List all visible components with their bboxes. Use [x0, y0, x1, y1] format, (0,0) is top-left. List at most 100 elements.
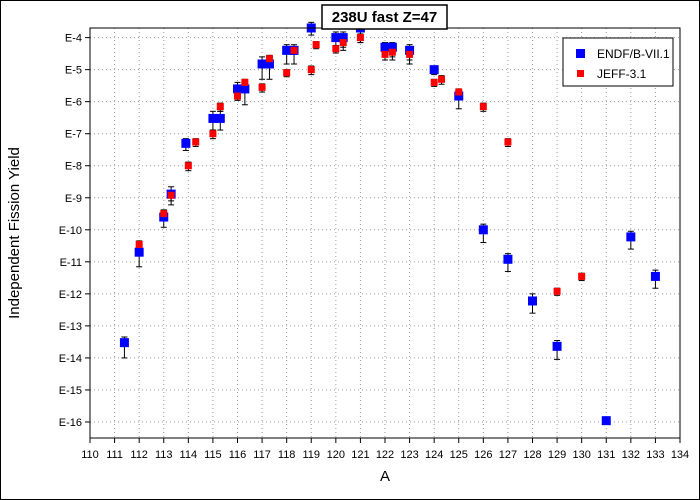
legend-label-jeff: JEFF-3.1 [597, 67, 647, 81]
x-tick-label: 125 [450, 449, 468, 461]
y-tick-label: E-16 [59, 417, 82, 429]
endf-point [264, 59, 274, 69]
x-tick-label: 111 [106, 449, 123, 461]
jeff-point [167, 191, 175, 199]
jeff-point [265, 55, 273, 63]
x-tick-label: 112 [130, 449, 148, 461]
jeff-point [209, 130, 217, 138]
jeff-point [307, 66, 315, 74]
endf-point [478, 225, 488, 235]
axis-ticks: 110 111 112 113 114 115 116 117 118 119 120 121 122 1… [59, 33, 689, 461]
chart-title: 238U fast Z=47 [332, 9, 437, 26]
chart-title-box: 238U fast Z=47 [321, 4, 448, 30]
legend-label-endf: ENDF/B-VII.1 [597, 47, 670, 61]
x-tick-label: 117 [253, 449, 271, 461]
legend-marker-jeff [577, 70, 584, 77]
y-tick-label: E-11 [60, 257, 82, 269]
legend-marker-endf [576, 49, 585, 58]
x-tick-label: 114 [180, 449, 198, 461]
endf-point [181, 138, 191, 148]
endf-point [215, 113, 225, 123]
jeff-point [160, 210, 168, 218]
jeff-point [356, 34, 364, 42]
x-tick-label: 115 [204, 449, 222, 461]
jeff-point [406, 50, 414, 58]
jeff-point [430, 78, 438, 86]
x-tick-label: 123 [400, 449, 418, 461]
jeff-point [339, 39, 347, 47]
x-tick-label: 133 [646, 449, 664, 461]
y-tick-label: E-14 [59, 353, 82, 365]
endf-point [405, 45, 415, 55]
jeff-point [504, 138, 512, 146]
x-tick-label: 113 [155, 449, 173, 461]
endf-point [626, 232, 636, 242]
x-tick-label: 120 [327, 449, 345, 461]
endf-point [387, 42, 397, 52]
y-tick-label: E-15 [59, 385, 82, 397]
x-tick-label: 122 [376, 449, 394, 461]
jeff-point [455, 88, 463, 96]
x-tick-label: 121 [351, 449, 369, 461]
endf-point [257, 59, 267, 69]
endf-point [650, 271, 660, 281]
endf-point [134, 247, 144, 257]
endf-point [233, 84, 242, 94]
x-tick-label: 126 [474, 449, 492, 461]
jeff-point [241, 78, 249, 86]
endf-point [208, 113, 218, 123]
jeff-point [184, 162, 192, 170]
endf-point [429, 65, 439, 75]
endf-point [528, 296, 537, 306]
legend: ENDF/B-VII.1 JEFF-3.1 [562, 37, 674, 87]
endf-point [282, 45, 292, 55]
y-tick-label: E-13 [59, 321, 82, 333]
endf-point [552, 341, 562, 351]
x-tick-label: 119 [302, 449, 320, 461]
y-axis-title: Independent Fission Yield [6, 147, 23, 319]
x-tick-label: 134 [671, 449, 689, 461]
x-tick-label: 127 [499, 449, 517, 461]
y-tick-label: E-10 [59, 225, 82, 237]
x-tick-label: 124 [425, 449, 443, 461]
x-axis-title: A [380, 468, 390, 485]
legend-box [562, 37, 674, 87]
x-tick-label: 128 [523, 449, 541, 461]
jeff-point [578, 272, 586, 280]
jeff-point [216, 103, 224, 111]
y-tick-label: E-8 [65, 161, 82, 173]
x-tick-label: 129 [548, 449, 566, 461]
endf-point [503, 254, 513, 264]
endf-point [454, 91, 464, 101]
endf-point [119, 338, 129, 348]
y-tick-label: E-5 [65, 65, 82, 77]
jeff-point [381, 50, 389, 58]
y-tick-label: E-4 [65, 33, 82, 45]
y-tick-label: E-9 [65, 193, 82, 205]
grid-lines [90, 28, 680, 438]
y-tick-label: E-7 [65, 129, 82, 141]
jeff-point [192, 138, 200, 146]
endf-point [338, 33, 348, 43]
x-tick-label: 116 [229, 449, 247, 461]
jeff-point [234, 92, 241, 100]
x-tick-label: 132 [622, 449, 640, 461]
endf-point [240, 84, 250, 94]
y-tick-label: E-6 [65, 97, 82, 109]
y-tick-label: E-12 [59, 289, 82, 301]
jeff-point [553, 287, 561, 295]
jeff-point [258, 83, 266, 91]
x-tick-label: 118 [278, 449, 296, 461]
jeff-point [388, 48, 396, 56]
x-tick-label: 130 [572, 449, 590, 461]
jeff-point [290, 46, 298, 54]
jeff-point [312, 41, 320, 49]
jeff-point [438, 75, 446, 83]
endf-point [380, 42, 390, 52]
jeff-point [332, 45, 340, 53]
endf-point [601, 416, 611, 426]
x-tick-label: 110 [81, 449, 99, 461]
x-tick-label: 131 [597, 449, 615, 461]
jeff-point [135, 240, 143, 248]
